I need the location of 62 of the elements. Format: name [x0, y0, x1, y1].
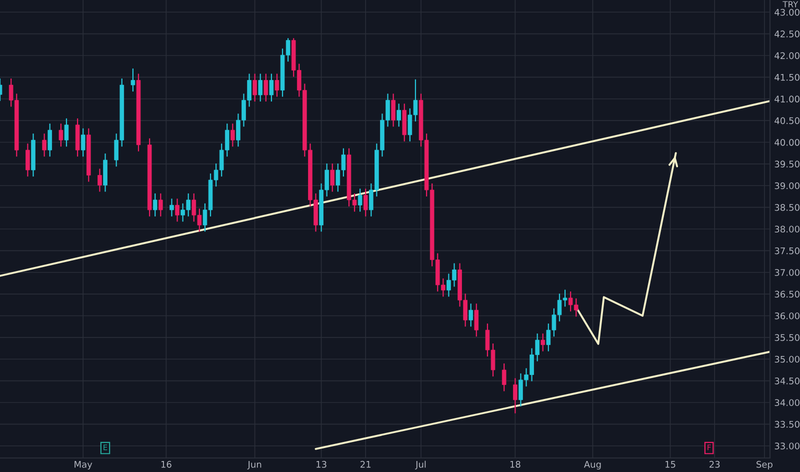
- y-tick-label: 35.00: [774, 356, 800, 363]
- x-tick-label: 18: [510, 460, 520, 468]
- y-tick-label: 42.50: [774, 30, 800, 38]
- x-tick-label: Sep: [756, 460, 772, 470]
- x-tick-label: 13: [316, 460, 326, 468]
- y-tick-label: 41.00: [774, 96, 800, 102]
- y-tick-label: 33.50: [774, 420, 800, 428]
- candlestick: [42, 133, 46, 158]
- candlestick: [358, 188, 362, 212]
- candlestick: [468, 303, 474, 328]
- y-tick-label: 43.00: [774, 8, 800, 16]
- y-tick-label: 37.00: [774, 269, 800, 276]
- candlestick: [158, 192, 163, 217]
- candlestick: [363, 188, 368, 217]
- candlestick: [58, 123, 64, 148]
- candlestick: [64, 118, 69, 148]
- candlestick: [130, 68, 136, 92]
- y-tick-label: 34.50: [774, 378, 800, 384]
- y-tick-label: 38.00: [774, 226, 800, 233]
- x-tick-label: May: [74, 461, 92, 470]
- x-tick-label: Aug: [584, 461, 601, 470]
- candlestick: [26, 143, 30, 178]
- y-axis-title: TRY: [782, 1, 798, 8]
- x-tick-label: Jul: [415, 460, 426, 470]
- candlestick: [258, 73, 263, 102]
- candlestick: [330, 162, 335, 192]
- y-tick-label: 35.50: [774, 334, 800, 341]
- x-tick-label: Jun: [247, 461, 262, 470]
- y-tick-label: 36.00: [774, 312, 800, 320]
- candlestick: [264, 73, 268, 102]
- y-tick-label: 40.50: [774, 117, 800, 124]
- x-tick-label: 21: [360, 460, 371, 468]
- y-tick-label: 33.00: [774, 442, 800, 450]
- candlestick: [540, 332, 546, 352]
- y-tick-label: 38.50: [774, 204, 800, 211]
- candlestick: [274, 73, 280, 98]
- candlestick: [269, 73, 274, 102]
- y-tick-label: 36.50: [774, 290, 800, 298]
- y-tick-label: 39.50: [774, 160, 800, 168]
- candlestick: [474, 303, 479, 338]
- candlestick: [98, 168, 102, 192]
- candlestick: [48, 123, 52, 158]
- candlestick: [170, 198, 174, 217]
- x-tick-label: 15: [666, 461, 676, 468]
- candlestick: [513, 378, 518, 414]
- candlestick: [396, 103, 401, 128]
- candlestick: [391, 93, 396, 128]
- y-tick-label: 40.00: [774, 138, 800, 146]
- x-tick-label: 23: [710, 460, 720, 468]
- candlestick: [252, 73, 257, 102]
- candlestick: [175, 198, 180, 222]
- line-series: [575, 152, 677, 345]
- y-tick-label: 42.00: [774, 52, 800, 60]
- y-tick-label: 39.00: [774, 182, 800, 190]
- y-tick-label: 37.50: [774, 247, 800, 254]
- candlestick: [502, 362, 506, 392]
- candlestick: [152, 192, 158, 217]
- candlestick: [230, 123, 235, 148]
- x-tick-label: 16: [161, 460, 172, 468]
- y-tick-label: 34.00: [774, 399, 800, 406]
- y-tick-label: 41.50: [774, 74, 800, 81]
- candlestick: [80, 128, 86, 158]
